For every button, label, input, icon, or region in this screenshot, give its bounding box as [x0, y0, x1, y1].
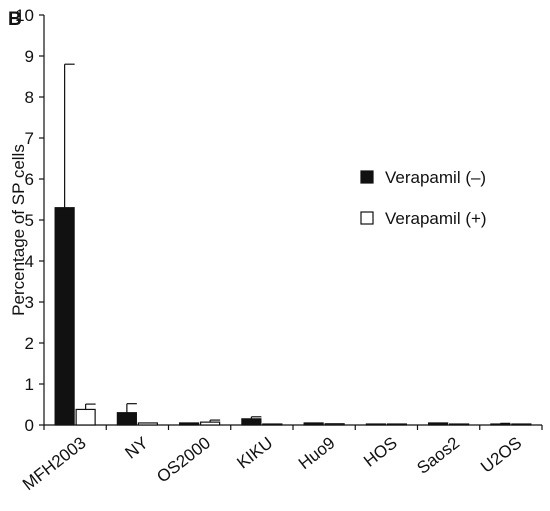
y-tick-label: 1 — [25, 375, 34, 394]
legend: Verapamil (–) Verapamil (+) — [360, 168, 487, 228]
x-tick-label: HOS — [360, 433, 401, 471]
bar — [428, 422, 449, 426]
y-tick-label: 2 — [25, 334, 34, 353]
y-tick-label: 9 — [25, 47, 34, 66]
bar — [303, 422, 324, 426]
bar — [262, 423, 283, 426]
bar — [511, 423, 532, 426]
x-tick-label: KIKU — [233, 433, 276, 472]
y-axis-title: Percentage of SP cells — [9, 144, 28, 316]
bar — [54, 207, 75, 426]
y-tick-label: 10 — [15, 6, 34, 25]
y-tick-label: 6 — [25, 170, 34, 189]
y-tick-label: 4 — [25, 252, 34, 271]
panel-label: B — [8, 9, 22, 30]
y-tick-label: 3 — [25, 293, 34, 312]
legend-label: Verapamil (–) — [385, 168, 486, 187]
bar — [365, 423, 386, 426]
y-tick-label: 5 — [25, 211, 34, 230]
bar — [75, 408, 96, 426]
bar — [200, 421, 221, 426]
x-tick-label: MFH2003 — [19, 433, 90, 494]
y-axis: 0 1 2 3 4 5 6 7 8 9 10 — [15, 6, 45, 435]
x-tick-label: NY — [122, 433, 152, 463]
bars — [54, 63, 532, 426]
x-axis: MFH2003 NY OS2000 KIKU Huo9 HOS Saos2 U2OS — [19, 424, 543, 494]
bar — [241, 418, 262, 426]
bar — [386, 423, 407, 426]
x-tick-label: U2OS — [477, 433, 525, 476]
legend-swatch — [360, 211, 374, 225]
legend-label: Verapamil (+) — [385, 209, 487, 228]
x-tick-label: Saos2 — [413, 433, 463, 478]
x-tick-label: OS2000 — [153, 433, 214, 486]
bar — [179, 422, 200, 426]
legend-swatch — [360, 170, 374, 184]
bar — [324, 423, 345, 426]
bar — [116, 412, 137, 426]
y-tick-label: 8 — [25, 88, 34, 107]
y-tick-label: 7 — [25, 129, 34, 148]
y-tick-label: 0 — [25, 416, 34, 435]
x-tick-label: Huo9 — [295, 433, 339, 473]
bar — [449, 423, 470, 426]
bar — [137, 422, 158, 426]
